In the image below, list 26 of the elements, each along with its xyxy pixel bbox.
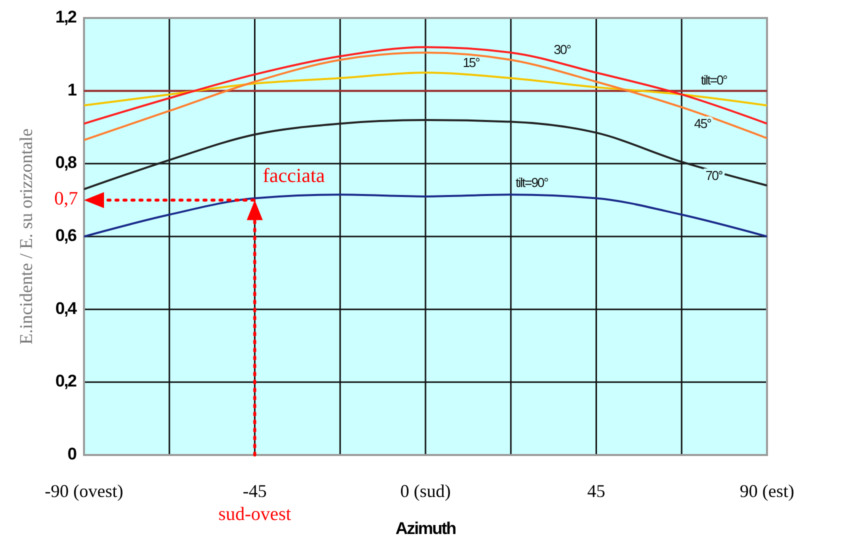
y-tick-label: 0,8 <box>55 153 77 172</box>
line-series <box>84 194 767 238</box>
series-label: 45° <box>694 116 712 132</box>
y-tick-label: 1 <box>68 80 77 100</box>
y-tick-label: 0,4 <box>55 298 78 318</box>
x-tick-label: -45 <box>242 481 267 501</box>
x-tick-label: 90 (est) <box>740 481 794 501</box>
x-tick-label: 45 <box>587 481 606 501</box>
line-series <box>84 72 767 106</box>
y-tick-label: 0 <box>68 444 77 464</box>
series-label: tilt=90° <box>516 174 549 190</box>
ref-line-label: 0,7 <box>54 188 78 210</box>
x-axis-title: Azimuth <box>395 519 456 538</box>
series-label: tilt=0° <box>700 72 728 88</box>
x-tick-label: -90 (ovest) <box>44 481 124 501</box>
y-tick-label: 0,6 <box>55 226 77 245</box>
y-axis-title: E.incidente / E. su orizzontale <box>16 128 36 344</box>
line-series <box>84 118 767 190</box>
series-label: 30° <box>554 42 572 58</box>
series-label: 70° <box>706 168 723 184</box>
y-tick-label: 0,2 <box>55 372 77 391</box>
annotation: facciata <box>262 165 326 188</box>
ref-line-label: sud-ovest <box>218 504 292 525</box>
y-tick-label: 1,2 <box>55 7 77 26</box>
x-tick-label: 0 (sud) <box>400 481 451 501</box>
series-label: 15° <box>462 54 480 70</box>
